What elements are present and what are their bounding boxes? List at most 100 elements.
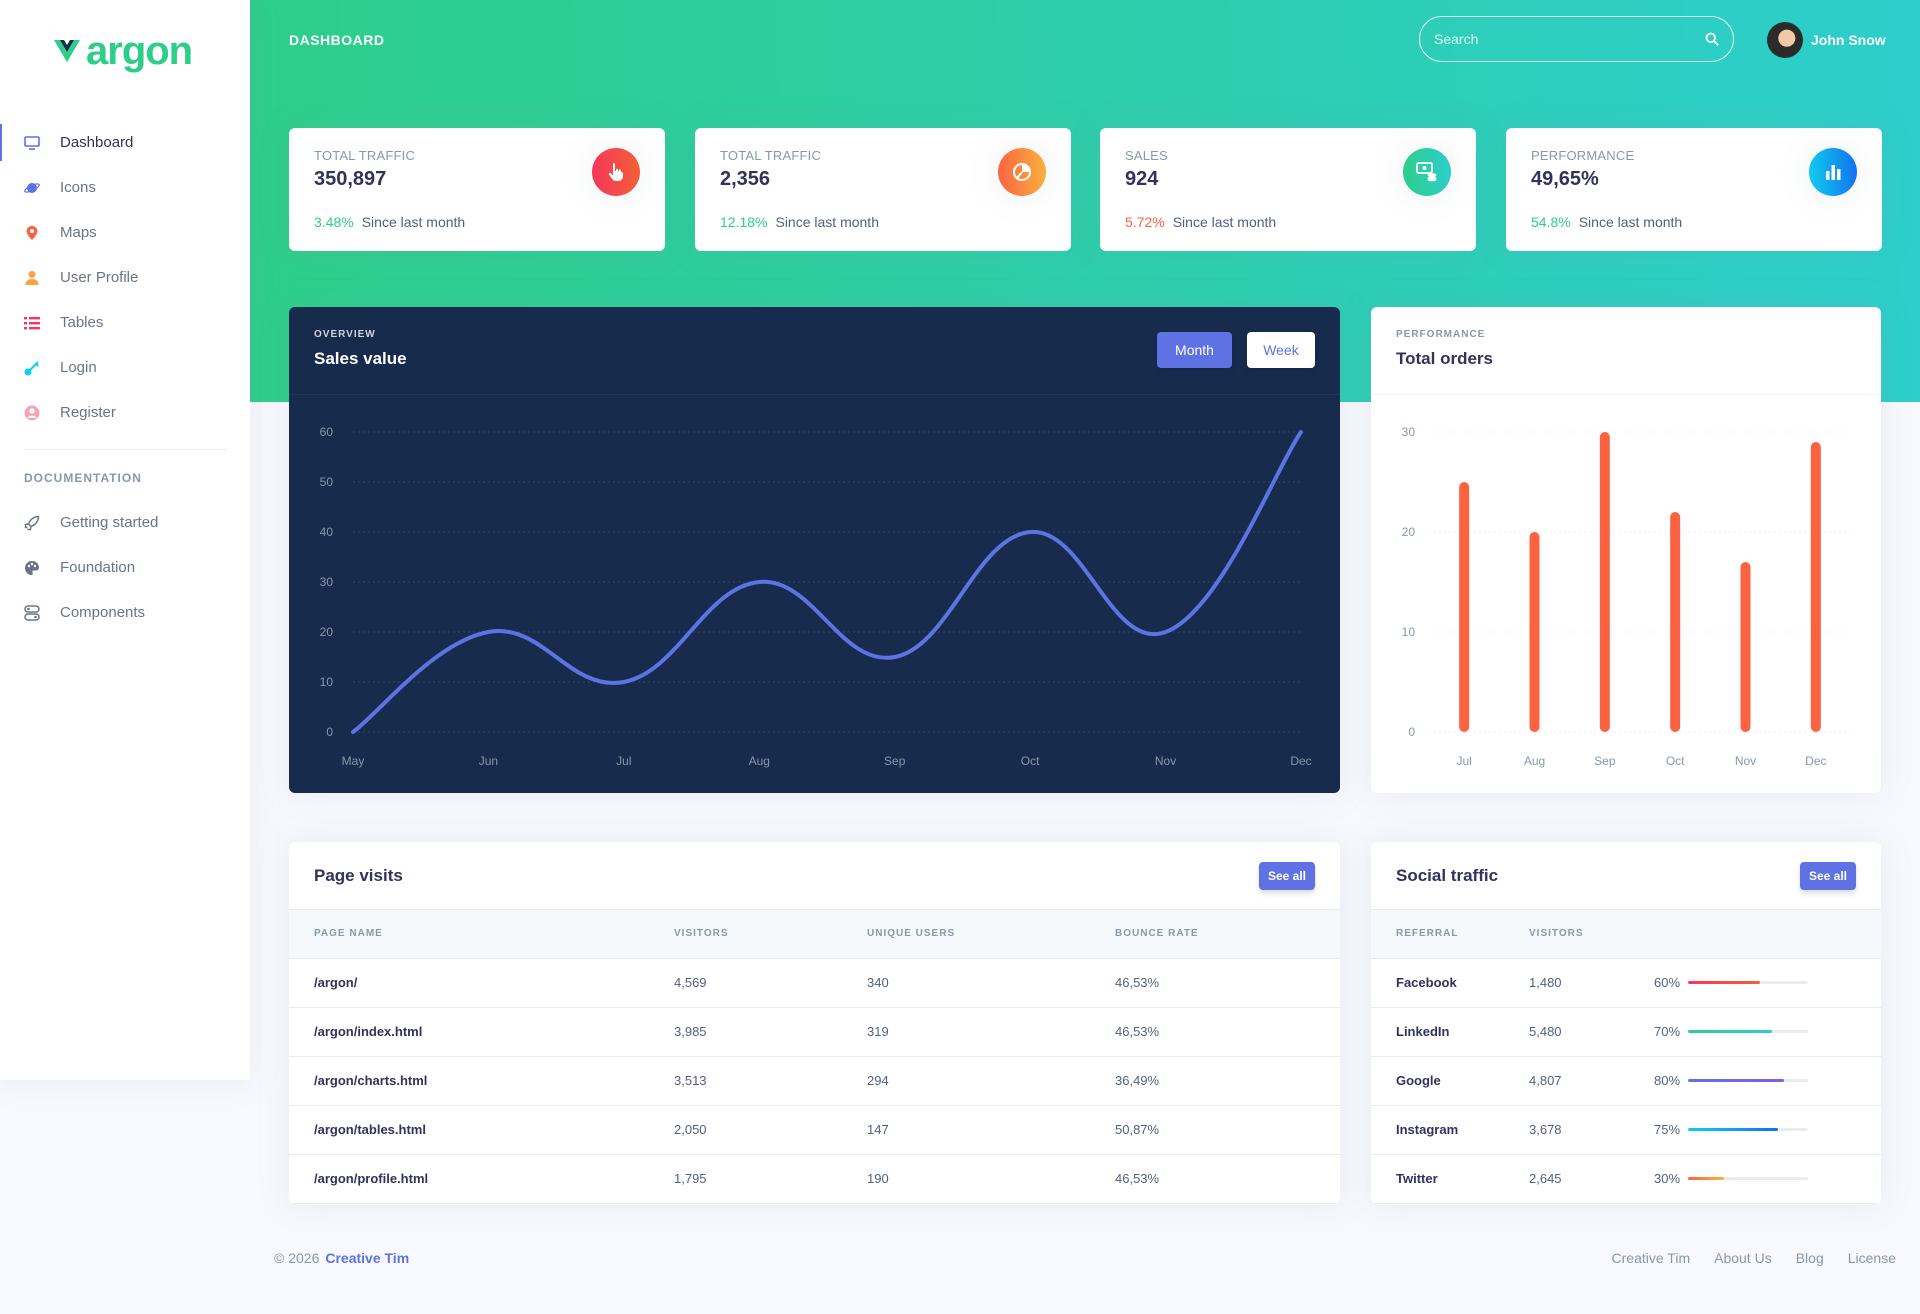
search-icon[interactable] [1705,32,1719,46]
footer-link-creative-tim[interactable]: Creative Tim [1611,1250,1691,1266]
stat-since: Since last month [775,214,879,230]
orders-bar-chart: 0 10 20 30 Jul Aug Sep Oct Nov Dec [1402,425,1851,768]
footer-link-license[interactable]: License [1847,1250,1896,1266]
footer-links: Creative Tim About Us Blog License [1588,1250,1896,1266]
y-tick-label: 20 [320,625,334,639]
stat-since: Since last month [1172,214,1277,230]
progress-fill [1688,1128,1778,1131]
search-input[interactable] [1434,31,1705,47]
sidebar-item-user-profile[interactable]: User Profile [0,255,250,300]
table-row: LinkedIn 5,480 70% [1371,1007,1881,1057]
table-row: Facebook 1,480 60% [1371,958,1881,1008]
visitors-count: 2,645 [1504,1154,1629,1204]
sidebar-doc-nav: Getting started Foundation Components [0,500,250,635]
social-traffic-table: Referral Visitors Facebook 1,480 60% Link… [1371,910,1881,1204]
sidebar-divider [24,449,226,450]
sidebar-item-components[interactable]: Components [0,590,250,635]
table-cell: 4,569 [649,958,842,1008]
card-overline: Overview [314,329,376,340]
brand-logo[interactable]: argon [54,28,193,74]
visitors-count: 5,480 [1504,1007,1629,1057]
referral-name: LinkedIn [1371,1007,1504,1057]
user-menu[interactable]: John Snow [1767,22,1886,58]
y-tick-label: 60 [320,425,334,439]
x-tick-label: Oct [1021,754,1040,768]
page-title[interactable]: DASHBOARD [289,32,385,48]
table-row: Twitter 2,645 30% [1371,1154,1881,1204]
stat-title: Performance [1531,148,1635,163]
see-all-button[interactable]: See all [1258,862,1315,890]
x-tick-label: Aug [1524,754,1545,768]
table-cell: 46,53% [1090,958,1340,1008]
sidebar-item-tables[interactable]: Tables [0,300,250,345]
sidebar-nav: Dashboard Icons Maps User Profile Tables Logi… [0,120,250,435]
bar [1670,512,1681,732]
progress-percent: 60% [1654,975,1681,990]
sidebar-item-dashboard[interactable]: Dashboard [0,120,250,165]
sidebar-item-foundation[interactable]: Foundation [0,545,250,590]
progress-percent: 70% [1654,1024,1681,1039]
bar-chart-icon [1809,148,1857,196]
card-title: Sales value [314,349,407,368]
column-header: Visitors [1504,910,1629,959]
table-cell: 46,53% [1090,1007,1340,1057]
table-header-row: Referral Visitors [1371,910,1881,959]
table-row: /argon/profile.html 1,795 190 46,53% [289,1154,1340,1204]
table-header-row: Page name Visitors Unique users Bounce rate [289,910,1340,959]
sidebar-item-icons[interactable]: Icons [0,165,250,210]
sidebar-item-label: Dashboard [60,134,134,151]
bar [1599,432,1610,732]
sidebar-item-getting-started[interactable]: Getting started [0,500,250,545]
card-header: Page visits See all [289,842,1340,910]
sidebar-item-label: Maps [60,224,97,241]
visitors-count: 1,480 [1504,958,1629,1008]
stat-since: Since last month [361,214,466,230]
see-all-button[interactable]: See all [1799,862,1856,890]
card-header: Performance Total orders [1371,307,1881,395]
progress-cell: 30% [1629,1154,1881,1204]
copyright: © 2026 Creative Tim [274,1250,1896,1266]
stat-footer: 3.48% Since last month [314,214,465,230]
footer-link-about-us[interactable]: About Us [1714,1250,1772,1266]
sidebar-item-label: Getting started [60,514,159,531]
total-orders-card: Performance Total orders 0 10 20 30 Jul Aug Se… [1371,307,1881,793]
referral-name: Instagram [1371,1105,1504,1155]
y-tick-label: 30 [1402,425,1416,439]
table-cell: 1,795 [649,1154,842,1204]
referral-name: Twitter [1371,1154,1504,1204]
table-cell: 36,49% [1090,1056,1340,1106]
referral-name: Google [1371,1056,1504,1106]
y-tick-label: 10 [320,675,334,689]
footer-link-blog[interactable]: Blog [1795,1250,1824,1266]
user-icon [24,270,40,286]
table-cell: 340 [842,958,1090,1008]
user-name[interactable]: John Snow [1811,32,1886,48]
card-header: Overview Sales value Month Week [289,307,1340,395]
progress-fill [1688,981,1760,984]
stat-card-performance: Performance 49,65% 54.8% Since last month [1506,128,1882,251]
sidebar-item-register[interactable]: Register [0,390,250,435]
sidebar-item-label: Icons [60,179,96,196]
page-visits-card: Page visits See all Page name Visitors Uni… [289,842,1340,1204]
month-button[interactable]: Month [1157,332,1232,368]
sales-line-chart: 0 10 20 30 40 50 60 May Jun Jul Aug Sep Oct Nov Dec [320,425,1312,768]
x-tick-label: Jul [616,754,631,768]
y-tick-label: 0 [1408,725,1415,739]
search-box [1419,16,1734,62]
table-cell: 319 [842,1007,1090,1057]
progress-bar [1688,1128,1808,1131]
footer-brand-link[interactable]: Creative Tim [325,1250,410,1266]
x-tick-label: Sep [884,754,906,768]
progress-fill [1688,1079,1784,1082]
ui-components-icon [24,604,40,621]
y-tick-label: 10 [1402,625,1416,639]
sidebar-item-login[interactable]: Login [0,345,250,390]
copyright-text: © 2026 [274,1250,320,1266]
week-button[interactable]: Week [1247,332,1315,368]
table-row: Google 4,807 80% [1371,1056,1881,1106]
avatar[interactable] [1767,22,1803,58]
stat-percent: 3.48% [314,214,354,230]
card-header: Social traffic See all [1371,842,1881,910]
sidebar-item-maps[interactable]: Maps [0,210,250,255]
x-tick-label: Jun [479,754,498,768]
